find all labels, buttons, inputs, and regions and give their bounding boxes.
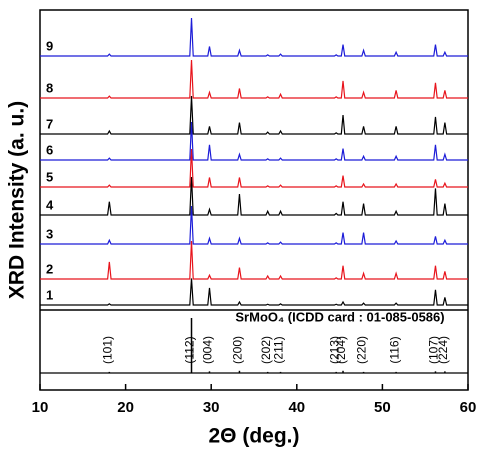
pattern-line bbox=[40, 278, 468, 306]
pattern-line bbox=[40, 205, 468, 245]
reference-label: (200) bbox=[231, 336, 245, 364]
pattern-line bbox=[40, 121, 468, 161]
reference-title: SrMoO₄ (ICDD card : 01-085-0586) bbox=[235, 309, 444, 324]
pattern-line bbox=[40, 240, 468, 280]
x-tick-label: 10 bbox=[32, 399, 49, 416]
series-label: 1 bbox=[46, 287, 53, 302]
series-label: 6 bbox=[46, 142, 53, 157]
reference-label: (112) bbox=[183, 336, 197, 363]
reference-label: (107) bbox=[427, 336, 441, 364]
x-tick-label: 60 bbox=[460, 399, 477, 416]
reference-label: (202) bbox=[259, 336, 273, 364]
reference-label: (101) bbox=[101, 336, 115, 364]
pattern-line bbox=[40, 95, 468, 135]
reference-label: (213) bbox=[327, 336, 341, 364]
x-tick-label: 20 bbox=[117, 399, 134, 416]
reference-label: (004) bbox=[201, 336, 215, 364]
series-label: 5 bbox=[46, 169, 53, 184]
pattern-line bbox=[40, 59, 468, 99]
reference-label: (224) bbox=[436, 336, 450, 364]
series-label: 4 bbox=[46, 197, 54, 212]
x-tick-label: 50 bbox=[374, 399, 391, 416]
series-label: 2 bbox=[46, 261, 53, 276]
reference-label: (116) bbox=[387, 336, 401, 363]
series-label: 9 bbox=[46, 38, 53, 53]
reference-label: (220) bbox=[355, 336, 369, 364]
pattern-line bbox=[40, 148, 468, 188]
pattern-line bbox=[40, 176, 468, 216]
pattern-line bbox=[40, 17, 468, 57]
x-tick-label: 40 bbox=[288, 399, 305, 416]
x-tick-label: 30 bbox=[203, 399, 220, 416]
x-axis-title: 2Θ (deg.) bbox=[208, 425, 299, 448]
reference-label: (211) bbox=[272, 336, 286, 363]
series-label: 8 bbox=[46, 80, 53, 95]
plot-frame bbox=[39, 9, 469, 391]
series-label: 7 bbox=[46, 116, 53, 131]
series-label: 3 bbox=[46, 226, 53, 241]
reference-label: (204) bbox=[334, 336, 348, 364]
y-axis-title: XRD Intensity (a. u.) bbox=[6, 101, 29, 299]
